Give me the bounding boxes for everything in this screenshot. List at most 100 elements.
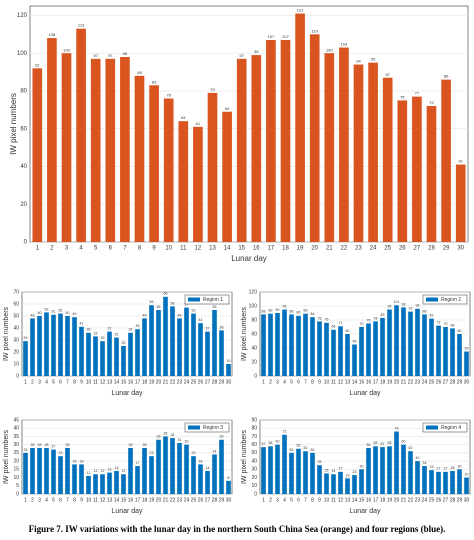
data-label: 34	[423, 461, 427, 465]
bar	[120, 56, 130, 243]
x-tick-label: 20	[394, 497, 400, 503]
x-tick-label: 12	[195, 246, 202, 252]
data-label: 55	[157, 305, 161, 309]
x-tick-label: 21	[163, 497, 169, 503]
y-axis-label: IW pixel numbers	[3, 306, 10, 361]
x-tick-label: 13	[107, 497, 113, 503]
bar	[401, 444, 406, 494]
x-tick-label: 4	[283, 497, 286, 503]
x-tick-label: 20	[156, 379, 162, 385]
data-label: 17	[136, 461, 140, 465]
plot-area	[21, 291, 233, 377]
data-label: 108	[49, 32, 56, 37]
y-tick-label: 80	[251, 317, 257, 323]
x-tick-label: 13	[209, 246, 216, 252]
x-tick-label: 10	[86, 379, 92, 385]
bar	[345, 334, 350, 376]
y-tick-label: 10	[13, 475, 19, 481]
y-axis-label: IW pixel numbers	[3, 429, 10, 484]
data-label: 23	[353, 470, 357, 474]
x-tick-label: 27	[205, 379, 211, 385]
x-tick-label: 28	[428, 246, 435, 252]
bar	[37, 447, 42, 494]
data-label: 97	[93, 53, 98, 58]
data-label: 61	[196, 121, 201, 126]
bar	[86, 475, 91, 494]
data-label: 33	[157, 435, 161, 439]
bar	[121, 346, 126, 376]
data-label: 56	[367, 443, 371, 447]
bar	[359, 469, 364, 494]
x-tick-label: 15	[121, 379, 127, 385]
x-tick-label: 24	[184, 379, 190, 385]
x-tick-label: 19	[149, 379, 155, 385]
data-label: 52	[192, 309, 196, 313]
bar	[296, 315, 301, 376]
data-label: 52	[304, 446, 308, 450]
data-label: 28	[451, 466, 455, 470]
bar	[207, 92, 218, 243]
data-label: 76	[325, 318, 329, 322]
y-tick-label: 20	[251, 359, 257, 365]
bar	[149, 456, 154, 494]
data-label: 52	[59, 309, 63, 313]
x-tick-label: 22	[408, 497, 414, 503]
x-tick-label: 21	[401, 497, 407, 503]
x-tick-label: 24	[184, 497, 190, 503]
y-tick-label: 50	[13, 313, 19, 319]
x-tick-label: 11	[331, 497, 336, 503]
data-label: 60	[458, 329, 462, 333]
data-label: 76	[395, 426, 399, 430]
bar	[352, 344, 357, 376]
x-tick-label: 13	[107, 379, 113, 385]
x-tick-label: 17	[268, 246, 275, 252]
x-tick-label: 18	[142, 379, 148, 385]
x-axis-label: Lunar day	[231, 254, 267, 263]
x-axis-label: Lunar day	[111, 390, 143, 397]
data-label: 14	[206, 466, 210, 470]
y-tick-label: 0	[254, 373, 257, 379]
data-label: 39	[136, 324, 140, 328]
x-tick-label: 3	[65, 246, 69, 252]
bar	[51, 314, 56, 376]
x-tick-label: 3	[38, 497, 41, 503]
data-label: 88	[137, 70, 142, 75]
x-tick-label: 29	[457, 379, 463, 385]
x-tick-label: 26	[399, 246, 406, 252]
y-tick-label: 0	[254, 491, 257, 497]
x-tick-label: 8	[311, 379, 314, 385]
y-tick-label: 45	[13, 417, 19, 423]
bar	[415, 461, 420, 494]
x-tick-label: 9	[318, 497, 321, 503]
bar	[394, 305, 399, 376]
x-tick-label: 23	[177, 379, 183, 385]
data-label: 60	[346, 329, 350, 333]
bar	[58, 313, 63, 376]
data-label: 27	[339, 467, 343, 471]
y-tick-label: 20	[13, 349, 19, 355]
x-tick-label: 14	[352, 379, 358, 385]
y-tick-label: 70	[13, 289, 19, 295]
bar	[44, 447, 49, 494]
legend-label: Region 3	[203, 425, 223, 431]
legend-box	[184, 422, 230, 433]
x-tick-label: 30	[457, 246, 464, 252]
data-label: 69	[225, 106, 230, 111]
x-tick-label: 6	[109, 246, 113, 252]
bar	[226, 480, 231, 494]
bar	[184, 444, 189, 494]
y-tick-label: 80	[251, 426, 257, 432]
data-label: 23	[150, 451, 154, 455]
data-label: 8	[228, 476, 230, 480]
bar	[373, 446, 378, 494]
x-tick-label: 10	[86, 497, 92, 503]
x-tick-label: 8	[138, 246, 142, 252]
data-label: 66	[164, 292, 168, 296]
x-tick-label: 25	[429, 497, 435, 503]
data-label: 57	[185, 303, 189, 307]
bar	[149, 305, 154, 376]
bar	[219, 439, 224, 494]
x-tick-label: 15	[359, 379, 365, 385]
bar	[170, 306, 175, 376]
